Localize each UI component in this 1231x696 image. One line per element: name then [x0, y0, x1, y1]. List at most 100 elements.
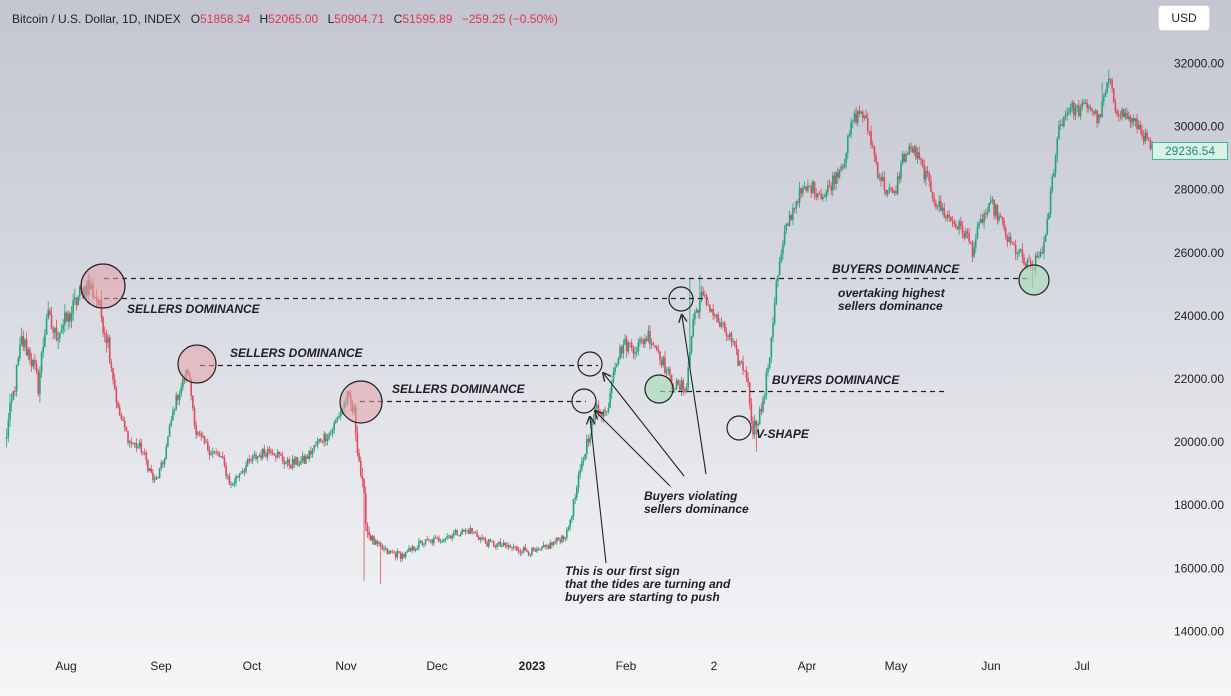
candle-body — [1059, 124, 1062, 126]
candle-body — [192, 395, 194, 409]
candle-body — [903, 154, 906, 162]
candle-body — [233, 482, 236, 485]
candle-body — [398, 551, 400, 553]
candle-body — [448, 535, 450, 537]
candle-body — [762, 398, 764, 412]
candle-body — [228, 476, 231, 485]
candle-body — [112, 368, 114, 380]
candle-body — [502, 542, 505, 547]
candle-body — [526, 550, 528, 553]
last-price-tag: 29236.54 — [1152, 142, 1228, 160]
candle-body — [461, 529, 463, 535]
candle-body — [846, 136, 849, 154]
candle-body — [519, 550, 522, 553]
candle-body — [170, 420, 173, 426]
candle-body — [453, 532, 455, 536]
candle-body — [285, 462, 287, 465]
candle-body — [620, 346, 623, 354]
candle-body — [225, 465, 227, 477]
candle-body — [286, 459, 289, 463]
candle-body — [1024, 263, 1027, 267]
candle-body — [850, 122, 852, 135]
candle-body — [281, 455, 284, 462]
candle-body — [740, 361, 743, 363]
candle-body — [635, 351, 638, 353]
candle-body — [15, 364, 18, 392]
candle-body — [637, 342, 640, 352]
candle-body — [1021, 249, 1024, 258]
candle-body — [712, 308, 714, 316]
candle-body — [72, 299, 74, 314]
candle-body — [74, 297, 76, 300]
candle-body — [177, 395, 179, 401]
candle-body — [421, 540, 424, 545]
candle-body — [39, 372, 41, 394]
candle-body — [501, 546, 503, 547]
candle-body — [1056, 138, 1059, 157]
x-tick-label: Dec — [426, 659, 447, 673]
y-tick-label: 24000.00 — [1174, 309, 1224, 323]
candle-body — [675, 380, 678, 389]
candle-body — [800, 188, 803, 194]
candle-body — [506, 545, 508, 548]
open-label: O — [190, 12, 201, 26]
candle-body — [790, 215, 793, 220]
candle-body — [812, 181, 814, 194]
overtaking-line-1: overtaking highest — [838, 286, 946, 300]
candle-body — [690, 336, 693, 353]
candle-body — [783, 230, 786, 244]
candle-body — [102, 317, 104, 333]
candle-body — [1086, 102, 1088, 109]
candle-body — [202, 436, 204, 437]
candle-body — [467, 530, 470, 534]
candle-body — [298, 464, 301, 466]
candle-body — [138, 442, 141, 447]
candle-body — [921, 160, 924, 166]
buyers-dominance-label-2: BUYERS DOMINANCE — [772, 373, 900, 387]
candle-body — [221, 456, 224, 458]
candle-body — [976, 226, 979, 240]
candle-body — [67, 313, 69, 322]
currency-button[interactable]: USD — [1158, 5, 1210, 31]
candle-body — [108, 337, 111, 363]
candle-body — [878, 177, 881, 178]
candle-body — [574, 497, 576, 500]
candle-body — [714, 315, 716, 317]
open-value: 51858.34 — [200, 12, 251, 26]
candle-body — [306, 456, 309, 459]
candle-body — [715, 314, 718, 317]
candle-body — [434, 537, 437, 539]
candle-body — [657, 349, 660, 352]
candle-body — [1139, 124, 1142, 130]
candle-body — [650, 343, 653, 345]
candle-body — [577, 474, 580, 488]
candle-body — [602, 410, 605, 417]
candle-body — [1003, 220, 1005, 228]
candle-body — [948, 214, 950, 217]
candle-body — [782, 243, 784, 254]
candle-body — [609, 393, 611, 408]
candle-body — [250, 460, 252, 462]
candle-body — [466, 530, 468, 532]
candle-body — [128, 441, 131, 443]
candle-body — [853, 113, 856, 122]
y-tick-label: 20000.00 — [1174, 435, 1224, 449]
candle-body — [629, 342, 631, 344]
y-tick-label: 30000.00 — [1174, 120, 1224, 134]
candle-body — [1091, 108, 1093, 112]
candle-body — [107, 337, 109, 343]
candle-body — [273, 454, 276, 456]
candle-body — [236, 476, 239, 478]
candle-body — [496, 543, 498, 548]
candle-body — [1068, 111, 1070, 113]
candle-body — [207, 442, 209, 451]
candle-body — [268, 449, 271, 451]
candle-body — [463, 529, 465, 532]
candle-body — [403, 554, 405, 558]
x-tick-label: Sep — [150, 659, 172, 673]
candle-body — [193, 408, 196, 426]
candle-body — [627, 342, 630, 352]
candle-body — [7, 420, 10, 437]
candle-body — [797, 201, 799, 203]
